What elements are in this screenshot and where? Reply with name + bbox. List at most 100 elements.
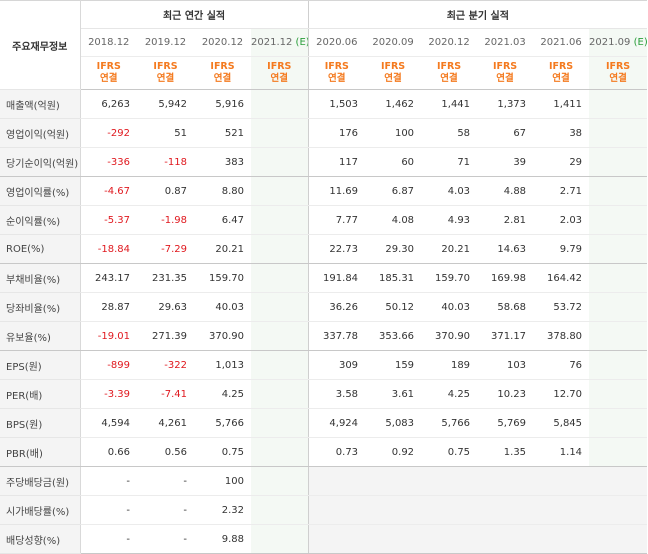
- quarter-value-cell: [589, 321, 648, 351]
- quarter-value-cell: 39: [477, 147, 534, 177]
- quarter-value-cell: [365, 495, 422, 525]
- quarter-value-cell: 58.68: [477, 292, 534, 322]
- annual-value-cell: 243.17: [80, 263, 137, 293]
- quarter-value-cell: 58: [421, 118, 478, 148]
- estimate-mark: (E): [295, 37, 309, 48]
- table-row: 순이익률(%) -5.37 -1.98 6.47 7.77 4.08 4.93 2.81 2.0…: [0, 205, 648, 235]
- period-label: 2021.12: [251, 37, 293, 48]
- annual-value-cell: -292: [80, 118, 137, 148]
- quarter-value-cell: 1,462: [365, 89, 422, 119]
- quarter-value-cell: 370.90: [421, 321, 478, 351]
- ifrs-label: IFRS: [267, 61, 292, 72]
- annual-value-cell: 0.75: [194, 437, 251, 467]
- table-row: 영업이익(억원) -292 51 521 176 100 58 67 38: [0, 118, 648, 148]
- annual-value-cell: -5.37: [80, 205, 137, 235]
- ifrs-consolidated-label: IFRS 연결: [589, 56, 648, 90]
- ifrs-consolidated-label: IFRS 연결: [194, 56, 251, 90]
- annual-value-cell: 271.39: [137, 321, 194, 351]
- ifrs-consolidated-label: IFRS 연결: [307, 56, 366, 90]
- quarter-value-cell: [589, 379, 648, 409]
- annual-value-cell: 20.21: [194, 234, 251, 264]
- quarter-value-cell: 7.77: [307, 205, 366, 235]
- quarter-value-cell: 2.81: [477, 205, 534, 235]
- quarter-value-cell: [589, 89, 648, 119]
- quarter-value-cell: [589, 292, 648, 322]
- annual-value-cell: 51: [137, 118, 194, 148]
- annual-value-cell: 5,766: [194, 408, 251, 438]
- row-label: PBR(배): [0, 437, 81, 467]
- quarter-value-cell: [477, 495, 534, 525]
- period-header: 2020.12: [194, 28, 251, 57]
- period-label: 2020.09: [372, 37, 414, 48]
- table-row: PBR(배) 0.66 0.56 0.75 0.73 0.92 0.75 1.35 1.14: [0, 437, 648, 467]
- annual-value-cell: 521: [194, 118, 251, 148]
- period-label: 2020.12: [428, 37, 470, 48]
- ifrs-consolidated-label: IFRS 연결: [421, 56, 478, 90]
- quarter-value-cell: 20.21: [421, 234, 478, 264]
- quarter-value-cell: 1,411: [533, 89, 590, 119]
- period-label: 2021.09: [589, 37, 631, 48]
- consolidated-label: 연결: [440, 73, 458, 84]
- ifrs-label: IFRS: [96, 61, 121, 72]
- row-label: PER(배): [0, 379, 81, 409]
- annual-value-cell: [251, 263, 309, 293]
- quarter-value-cell: 11.69: [307, 176, 366, 206]
- ifrs-consolidated-label: IFRS 연결: [533, 56, 590, 90]
- ifrs-consolidated-label: IFRS 연결: [365, 56, 422, 90]
- quarter-value-cell: 67: [477, 118, 534, 148]
- consolidated-label: 연결: [156, 73, 175, 84]
- quarter-value-cell: [533, 524, 590, 554]
- annual-group-header: 최근 연간 실적: [80, 0, 309, 29]
- annual-value-cell: -1.98: [137, 205, 194, 235]
- row-label: 영업이익률(%): [0, 176, 81, 206]
- annual-value-cell: 8.80: [194, 176, 251, 206]
- table-row: BPS(원) 4,594 4,261 5,766 4,924 5,083 5,766 5,76…: [0, 408, 648, 438]
- consolidated-label: 연결: [552, 73, 570, 84]
- quarter-value-cell: [589, 234, 648, 264]
- quarter-value-cell: 191.84: [307, 263, 366, 293]
- annual-value-cell: 100: [194, 466, 251, 496]
- row-label: 배당성향(%): [0, 524, 81, 554]
- quarter-value-cell: [589, 408, 648, 438]
- ifrs-label: IFRS: [605, 61, 631, 72]
- quarter-value-cell: [477, 524, 534, 554]
- annual-value-cell: 9.88: [194, 524, 251, 554]
- table-row: 주당배당금(원) - -100: [0, 466, 648, 496]
- quarter-value-cell: 0.73: [307, 437, 366, 467]
- quarter-value-cell: [589, 205, 648, 235]
- row-label: 순이익률(%): [0, 205, 81, 235]
- quarter-value-cell: 38: [533, 118, 590, 148]
- quarter-value-cell: 5,083: [365, 408, 422, 438]
- annual-value-cell: -18.84: [80, 234, 137, 264]
- annual-value-cell: -3.39: [80, 379, 137, 409]
- annual-value-cell: 4,594: [80, 408, 137, 438]
- quarter-value-cell: 10.23: [477, 379, 534, 409]
- quarter-value-cell: 353.66: [365, 321, 422, 351]
- quarter-value-cell: 4.08: [365, 205, 422, 235]
- row-label-header: 주요재무정보: [0, 0, 81, 90]
- quarter-value-cell: 53.72: [533, 292, 590, 322]
- annual-value-cell: 159.70: [194, 263, 251, 293]
- annual-value-cell: [251, 147, 309, 177]
- quarter-value-cell: [533, 495, 590, 525]
- annual-value-cell: [251, 437, 309, 467]
- annual-value-cell: [251, 466, 309, 496]
- annual-value-cell: [251, 350, 309, 380]
- quarter-value-cell: 4.93: [421, 205, 478, 235]
- quarter-value-cell: 103: [477, 350, 534, 380]
- annual-value-cell: 383: [194, 147, 251, 177]
- quarter-value-cell: [365, 466, 422, 496]
- annual-value-cell: [251, 118, 309, 148]
- quarter-value-cell: 0.92: [365, 437, 422, 467]
- table-row: PER(배) -3.39 -7.41 4.25 3.58 3.61 4.25 10.23 12.…: [0, 379, 648, 409]
- quarter-value-cell: 3.58: [307, 379, 366, 409]
- quarter-value-cell: [589, 176, 648, 206]
- annual-value-cell: [251, 524, 309, 554]
- annual-value-cell: [251, 234, 309, 264]
- period-label: 2020.12: [201, 37, 244, 48]
- quarter-value-cell: 5,845: [533, 408, 590, 438]
- annual-value-cell: 231.35: [137, 263, 194, 293]
- consolidated-label: 연결: [384, 73, 402, 84]
- period-header: 2020.09: [365, 28, 422, 57]
